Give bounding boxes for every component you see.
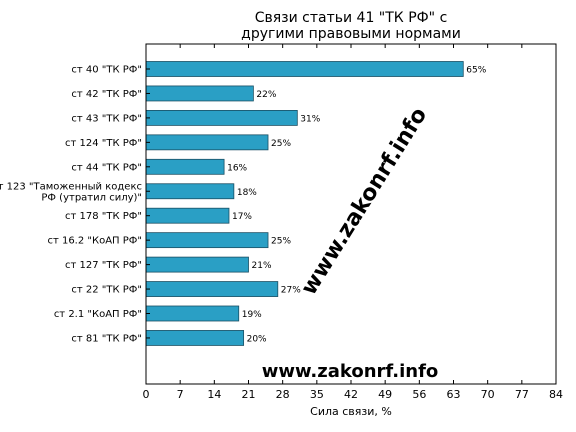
data-label: 21%	[252, 261, 272, 271]
bar	[145, 110, 298, 126]
bar	[145, 134, 269, 151]
x-tick-label: 70	[481, 388, 495, 401]
data-label: 25%	[271, 237, 291, 247]
category-label: ст 40 "ТК РФ"	[71, 65, 142, 76]
data-label: 65%	[466, 66, 486, 76]
bar	[145, 330, 245, 346]
category-label: ст 43 "ТК РФ"	[71, 113, 142, 124]
category-label: ст 124 "ТК РФ"	[65, 138, 142, 149]
x-tick-label: 42	[344, 388, 358, 401]
x-tick-label: 56	[412, 388, 426, 401]
bar	[145, 61, 464, 77]
bars-group	[145, 61, 464, 346]
data-label: 16%	[227, 163, 247, 173]
category-label: ст 81 "ТК РФ"	[71, 333, 142, 344]
category-label: ст 178 "ТК РФ"	[65, 211, 142, 222]
x-tick-label: 0	[143, 388, 150, 401]
bar	[145, 207, 230, 224]
bar	[145, 256, 249, 273]
x-tick-label: 14	[207, 388, 221, 401]
x-tick-label: 63	[447, 388, 461, 401]
bar	[145, 281, 279, 297]
category-label: ст 123 "Таможенный кодекс РФ (утратил сил…	[0, 181, 142, 203]
data-label: 19%	[242, 310, 262, 320]
data-label: 22%	[256, 90, 276, 100]
x-tick-label: 49	[378, 388, 392, 401]
data-label: 18%	[237, 188, 257, 198]
data-label: 25%	[271, 139, 291, 149]
x-tick-label: 21	[242, 388, 256, 401]
data-label: 31%	[300, 114, 320, 124]
category-label: ст 127 "ТК РФ"	[65, 260, 142, 271]
chart-title-line: Связи статьи 41 "ТК РФ" с	[255, 10, 448, 26]
category-label: ст 42 "ТК РФ"	[71, 89, 142, 100]
diagonal-watermark: www.zakonrf.info	[297, 103, 433, 299]
data-label: 17%	[232, 212, 252, 222]
bar	[145, 85, 254, 102]
chart-title-line: другими правовыми нормами	[241, 26, 461, 42]
x-axis-ticks: 0 7 14 21 28 35 42 49 56 63 70 77 84	[143, 44, 563, 401]
x-tick-label: 84	[549, 388, 563, 401]
data-label: 20%	[247, 334, 267, 344]
category-label: ст 16.2 "КоАП РФ"	[47, 236, 142, 247]
x-tick-label: 77	[515, 388, 529, 401]
watermark: www.zakonrf.info	[262, 361, 439, 382]
data-labels: 65% 22% 31% 25% 16% 18% 17% 25% 21% 27% 19% 20%	[227, 66, 487, 345]
x-axis-label: Сила связи, %	[310, 405, 392, 418]
chart-title: Связи статьи 41 "ТК РФ" с другими правовы…	[241, 10, 461, 42]
bar	[145, 158, 225, 175]
bar	[145, 232, 269, 249]
x-tick-label: 35	[310, 388, 324, 401]
bar	[145, 183, 235, 200]
category-label: ст 22 "ТК РФ"	[71, 285, 142, 296]
data-label: 27%	[281, 286, 301, 296]
category-label: ст 44 "ТК РФ"	[71, 162, 142, 173]
category-label: ст 2.1 "КоАП РФ"	[54, 309, 142, 320]
bar	[145, 305, 240, 322]
category-labels: ст 40 "ТК РФ" ст 42 "ТК РФ" ст 43 "ТК РФ" с…	[0, 65, 150, 344]
x-tick-label: 28	[276, 388, 290, 401]
x-tick-label: 7	[177, 388, 184, 401]
